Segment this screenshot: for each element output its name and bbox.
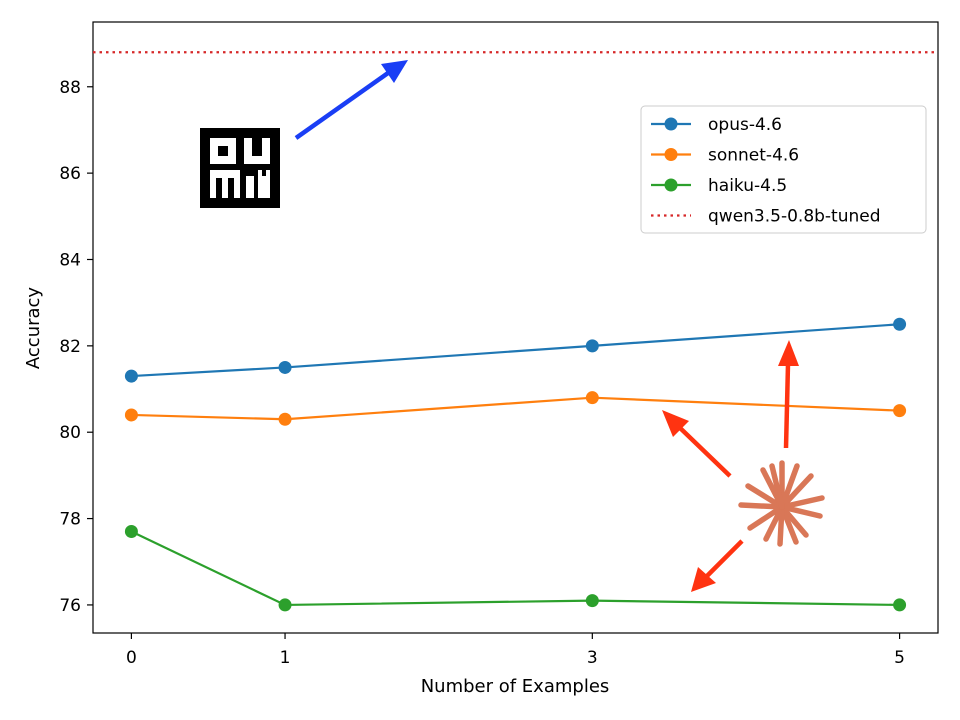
data-point <box>585 594 599 608</box>
series-line <box>131 323 900 378</box>
series-lines <box>124 317 907 612</box>
data-point <box>893 404 907 418</box>
legend-marker <box>664 117 678 131</box>
y-tick-label: 78 <box>59 510 81 530</box>
y-tick-label: 80 <box>59 423 81 443</box>
y-tick-label: 84 <box>59 250 81 270</box>
data-point <box>278 360 292 374</box>
plot-frame <box>92 21 939 634</box>
legend-entries: opus-4.6 sonnet-4.6 haiku-4.5 qwen3.5-0.8b-… <box>651 115 881 227</box>
legend-label: sonnet-4.6 <box>708 146 799 166</box>
oumi-logo-icon <box>200 128 280 208</box>
legend: opus-4.6 sonnet-4.6 haiku-4.5 qwen3.5-0.8b-… <box>640 105 927 234</box>
y-tick-label: 82 <box>59 337 81 357</box>
x-tick-label: 3 <box>587 648 598 668</box>
y-tick-label: 86 <box>59 164 81 184</box>
series-line <box>131 396 900 421</box>
legend-box <box>640 105 927 234</box>
red-arrows-icon <box>662 340 799 592</box>
x-tick-label: 1 <box>280 648 291 668</box>
legend-label: opus-4.6 <box>708 115 782 135</box>
blue-arrow-icon <box>294 60 408 140</box>
x-tick-label: 5 <box>894 648 905 668</box>
data-point <box>893 598 907 612</box>
y-tick-label: 76 <box>59 596 81 616</box>
x-tick-label: 0 <box>126 648 137 668</box>
legend-label: qwen3.5-0.8b-tuned <box>708 207 881 227</box>
y-axis-ticks: 76 78 80 82 84 86 88 <box>59 78 93 616</box>
data-point <box>585 391 599 405</box>
x-axis-label: Number of Examples <box>421 676 610 697</box>
legend-label: haiku-4.5 <box>708 176 787 196</box>
data-point <box>893 317 907 331</box>
data-point <box>278 412 292 426</box>
y-axis-label: Accuracy <box>23 287 44 370</box>
starburst-logo-icon <box>738 460 825 547</box>
data-point <box>124 369 138 383</box>
data-point <box>585 339 599 353</box>
legend-marker <box>664 178 678 192</box>
legend-marker <box>664 148 678 161</box>
series-line <box>130 530 900 607</box>
data-point <box>124 408 138 422</box>
x-axis-ticks: 0 1 3 5 <box>126 633 905 668</box>
y-tick-label: 88 <box>59 78 81 98</box>
data-point <box>278 598 292 612</box>
data-point <box>124 525 138 539</box>
